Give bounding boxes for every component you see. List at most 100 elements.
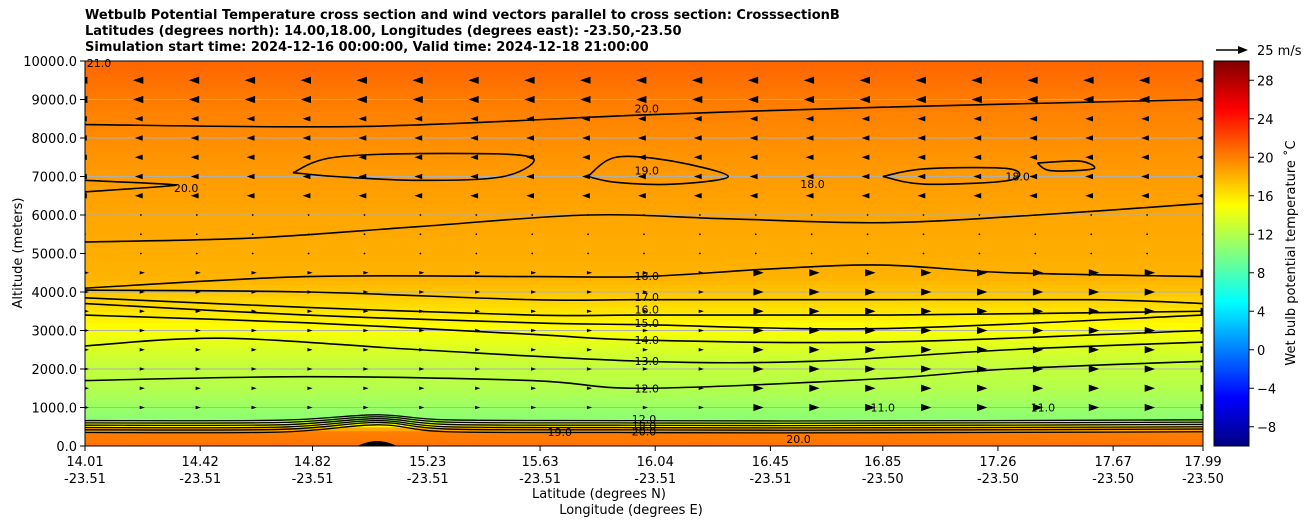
x-tick-label-lat: 14.01 [66,455,103,470]
field-band [85,318,1203,324]
contour-label: 15.0 [635,317,660,330]
wind-vector [866,233,869,236]
x-tick-label-lon: -23.51 [179,472,221,487]
wind-vector [419,270,425,275]
title-line-1: Wetbulb Potential Temperature cross sect… [85,8,840,23]
wind-vector [803,95,815,104]
wind-vector [1197,116,1203,121]
wind-vector [419,405,425,410]
wind-vector [698,405,704,410]
wind-vector [698,290,704,294]
wind-vector [85,76,88,84]
contour-line [85,296,1203,317]
wind-vector [638,135,646,141]
wind-vector [1141,193,1149,199]
wind-vector [809,269,820,277]
wind-vector [691,76,703,84]
wind-vector [1195,77,1203,84]
field-band [85,403,1203,409]
contour-line [292,152,535,182]
wind-vector [524,95,535,104]
field-band [85,288,1203,293]
field-band [85,365,1203,370]
wind-vector [302,116,311,122]
wind-vector [195,309,201,314]
wind-vector [531,386,537,391]
wind-vector [307,270,313,275]
wind-vector [638,193,646,199]
wind-vector [139,367,145,371]
contour-label: 18.0 [800,178,825,191]
x-tick-label-lon: -23.51 [634,472,676,487]
wind-vector [531,233,534,236]
wind-vector [251,367,257,371]
field-band [85,330,1203,335]
contour-label: 13.0 [635,355,660,368]
wind-vector [1146,252,1148,255]
field-band [85,188,1203,193]
wind-vector [412,76,423,84]
x-tick-label-lon: -23.51 [519,472,561,487]
wind-vector [475,367,481,371]
wind-vector [1032,269,1044,277]
wind-vector [973,135,982,141]
wind-vector [693,154,702,160]
wind-vector [531,290,537,294]
wind-vector [978,252,981,255]
wind-vector [1197,174,1203,179]
wind-vector [363,367,369,371]
wind-vector [302,173,311,180]
wind-vector [921,288,932,296]
wind-vector [307,405,313,410]
wind-vector [977,384,988,392]
wind-vector [1200,365,1203,373]
wind-vector [251,405,257,410]
wind-vector [915,76,926,84]
wind-vector [1034,252,1037,255]
field-band [85,415,1203,420]
wind-vector [195,347,201,352]
wind-vector [195,290,201,294]
wind-vector [195,367,201,371]
temperature-field [85,61,1203,446]
field-band [85,311,1203,316]
wind-vector [642,309,648,314]
field-band [85,103,1203,108]
wind-vector [917,154,926,160]
wind-vector [917,193,926,199]
wind-vector [1141,154,1149,160]
wind-vector [921,307,932,315]
wind-vector [753,307,764,315]
wind-vector [866,214,869,216]
wind-vector [642,386,648,391]
field-band [85,61,1203,66]
x-tick-label-lon: -23.50 [862,472,904,487]
wind-vector [698,367,704,371]
x-tick-label-lat: 16.04 [637,455,674,470]
wind-vector [195,252,198,255]
wind-vector [190,154,199,160]
wind-vector [973,173,982,180]
wind-vector [809,365,820,373]
wind-vector [1088,403,1100,412]
field-band [85,91,1203,97]
x-tick-label-lat: 17.99 [1184,455,1221,470]
field-band [85,138,1203,143]
field-band [85,203,1203,208]
wind-vector [638,173,646,180]
wind-vector [582,154,590,160]
wind-vector [638,116,646,122]
wind-vector [747,95,759,104]
wind-vector [475,214,478,216]
wind-vector [582,173,590,180]
wind-vector [859,76,870,84]
chart-title: Wetbulb Potential Temperature cross sect… [85,8,840,56]
wind-vector [861,116,870,122]
wind-vector [531,405,537,410]
wind-vector [917,135,926,141]
wind-vector [805,193,814,199]
wind-vector [190,173,199,180]
field-band [85,388,1203,393]
colorbar-tick-label: 24 [1257,113,1274,128]
wind-vector [1085,173,1093,180]
